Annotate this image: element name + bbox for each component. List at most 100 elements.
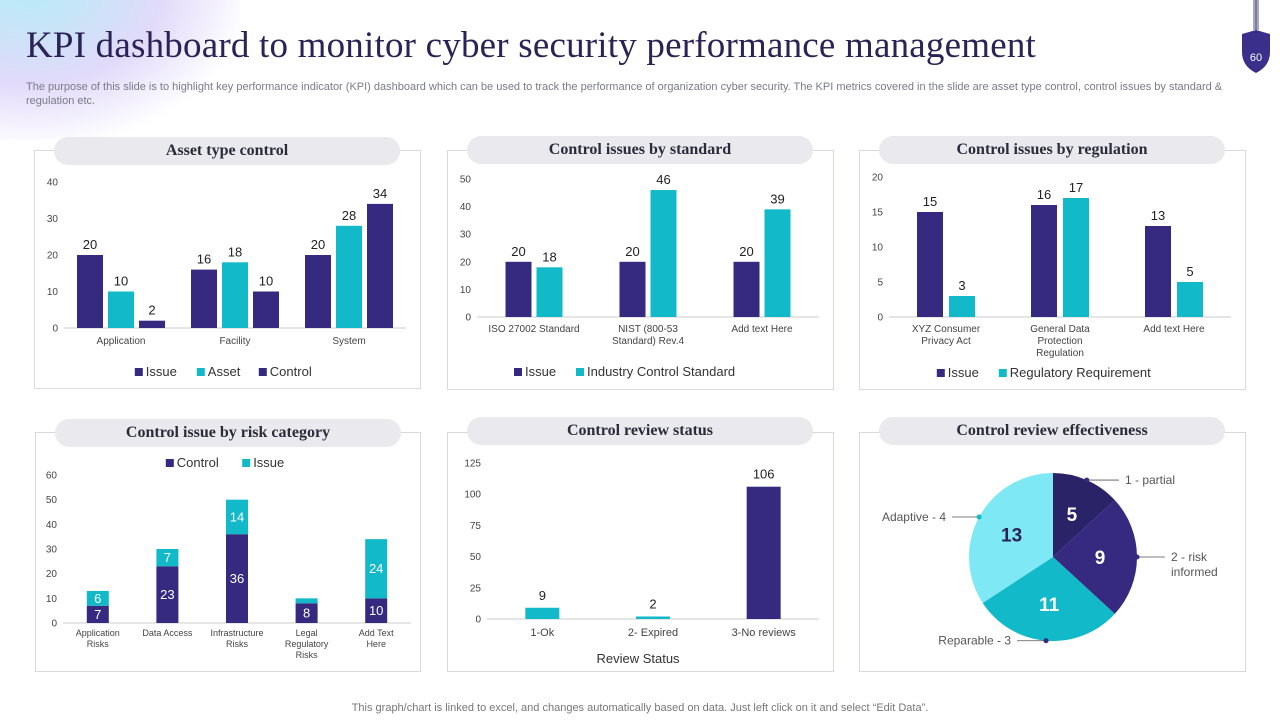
- control-issues-by-regulation-chart[interactable]: 0 5 10 15 20 15 3 16 17 13 5 XYZ Consumer Privacy Ac…: [859, 166, 1246, 390]
- bar-asset-application: [108, 291, 134, 328]
- data-label: 106: [753, 467, 775, 482]
- x-tick-label: Legal Regulatory Risks: [285, 628, 329, 660]
- y-tick-label: 10: [46, 594, 58, 605]
- risk-category-panel: [35, 432, 421, 672]
- data-label: 10: [259, 274, 273, 289]
- x-tick-label: Application Risks: [76, 628, 120, 649]
- data-label: 5: [1186, 264, 1193, 279]
- data-label: 7: [164, 550, 171, 565]
- legend-label-regulatory-requirement: Regulatory Requirement: [1010, 365, 1151, 380]
- y-tick-label: 40: [46, 520, 58, 531]
- legend-swatch-issue: [134, 368, 143, 376]
- control-issues-by-standard-chart[interactable]: 0 10 20 30 40 50 20 18 20 46 20 39 ISO 27002 Standar…: [447, 166, 834, 390]
- data-label: 39: [770, 191, 784, 206]
- leader-dot: [1134, 554, 1140, 560]
- shield-icon: [1242, 30, 1270, 73]
- bar-1-ok: [525, 607, 560, 619]
- bar-issue-data-access: [156, 549, 179, 567]
- x-tick-label: Infrastructure Risks: [210, 628, 263, 649]
- pie-slice-label: Adaptive - 4: [882, 510, 946, 524]
- pie-slice-label: Reparable - 3: [938, 634, 1011, 648]
- pie-value-label: 11: [1039, 595, 1060, 616]
- y-tick-label: 0: [475, 615, 481, 626]
- y-tick-label: 100: [464, 490, 481, 501]
- pie-slice-reparable-3: [982, 557, 1115, 641]
- legend-swatch-issue: [936, 369, 945, 377]
- bar-issue-legal-regulatory-risks: [295, 598, 318, 604]
- y-tick-label: 50: [46, 495, 58, 506]
- bar-control-data-access: [156, 566, 179, 623]
- x-tick-label: System: [332, 336, 365, 347]
- legend-swatch-issue: [514, 368, 522, 376]
- bar-issue-xyz-consumer-privacy-act: [917, 212, 943, 317]
- control-review-status-chart[interactable]: 0 25 50 75 100 125 9 2 106 1-Ok 2- Expired 3-No rev…: [447, 450, 834, 672]
- legend-swatch-regulatory-requirement: [998, 369, 1007, 377]
- bar-issue-nist-800-53-standard-rev-4: [619, 261, 646, 317]
- data-label: 15: [923, 194, 937, 209]
- page-title: KPI dashboard to monitor cyber security …: [26, 25, 1037, 66]
- asset-type-control-chart[interactable]: 0 10 20 30 40 20 10 2 16 18 10 20 28 34 Application Fac…: [34, 168, 421, 389]
- bar-2-expired: [636, 616, 670, 619]
- legend-label-industry-control-standard: Industry Control Standard: [587, 364, 735, 379]
- bar-issue-iso-27002-standard: [505, 261, 532, 317]
- y-tick-label: 0: [465, 313, 471, 324]
- data-label: 2: [649, 597, 656, 612]
- legend-swatch-industry-control-standard: [576, 368, 584, 376]
- data-label: 20: [83, 237, 97, 252]
- x-tick-label: 2- Expired: [628, 627, 678, 639]
- data-label: 24: [369, 561, 383, 576]
- asset-type-control-title: Asset type control: [54, 137, 400, 165]
- bar-3-no-reviews: [746, 486, 781, 619]
- bar-control-application: [139, 320, 165, 328]
- page-number-badge: 60: [1242, 0, 1270, 73]
- data-label: 18: [228, 244, 242, 259]
- legend-label-control: Control: [270, 364, 312, 379]
- x-tick-label: XYZ Consumer Privacy Act: [912, 324, 981, 347]
- bar-issue-add-text-here: [733, 261, 760, 317]
- x-tick-label: Data Access: [142, 628, 193, 638]
- data-label: 46: [656, 172, 670, 187]
- pie-slice-1-partial: [1053, 473, 1115, 557]
- legend-label-control: Control: [177, 455, 219, 470]
- bar-issue-general-data-protection-regulation: [1031, 205, 1057, 317]
- data-label: 36: [230, 571, 244, 586]
- y-tick-label: 30: [46, 545, 58, 556]
- data-label: 20: [739, 244, 753, 259]
- bar-control-facility: [253, 291, 279, 328]
- bar-issue-facility: [191, 269, 217, 328]
- bar-regulatory-requirement-general-data-protection-regulation: [1063, 198, 1089, 317]
- data-label: 34: [373, 186, 387, 201]
- leader-dot: [1084, 477, 1090, 483]
- pie-value-label: 5: [1067, 505, 1078, 526]
- pie-slice-2-risk-informed: [1053, 500, 1137, 614]
- y-tick-label: 50: [460, 175, 472, 186]
- y-tick-label: 40: [460, 202, 472, 213]
- legend-label-issue: Issue: [948, 365, 979, 380]
- data-label: 14: [230, 509, 244, 524]
- pie-slice-adaptive-4: [969, 473, 1053, 603]
- bar-industry-control-standard-add-text-here: [764, 209, 791, 317]
- data-label: 16: [1037, 187, 1051, 202]
- data-label: 10: [369, 603, 383, 618]
- control-issues-by-standard-title: Control issues by standard: [467, 136, 813, 164]
- bar-industry-control-standard-iso-27002-standard: [536, 267, 563, 317]
- control-review-effectiveness-chart[interactable]: 5 1 - partial 9 2 - risk informed 11 Reparable…: [859, 450, 1246, 672]
- y-tick-label: 40: [47, 178, 59, 189]
- y-tick-label: 30: [460, 230, 472, 241]
- bar-issue-application: [77, 255, 103, 328]
- pie-slice-label: 1 - partial: [1125, 473, 1175, 487]
- x-tick-label: Application: [97, 336, 146, 347]
- legend-swatch-control: [258, 368, 267, 376]
- data-label: 13: [1151, 208, 1165, 223]
- data-label: 20: [625, 244, 639, 259]
- legend-label-asset: Asset: [208, 364, 241, 379]
- x-tick-label: Add text Here: [1143, 324, 1205, 335]
- y-tick-label: 20: [47, 251, 59, 262]
- y-tick-label: 10: [460, 285, 472, 296]
- corner-gradient-decoration: [0, 0, 240, 140]
- y-tick-label: 0: [52, 324, 58, 335]
- pie-slice-label: 2 - risk informed: [1171, 550, 1218, 579]
- pie-value-label: 9: [1095, 548, 1106, 569]
- footer-note: This graph/chart is linked to excel, and…: [351, 702, 929, 714]
